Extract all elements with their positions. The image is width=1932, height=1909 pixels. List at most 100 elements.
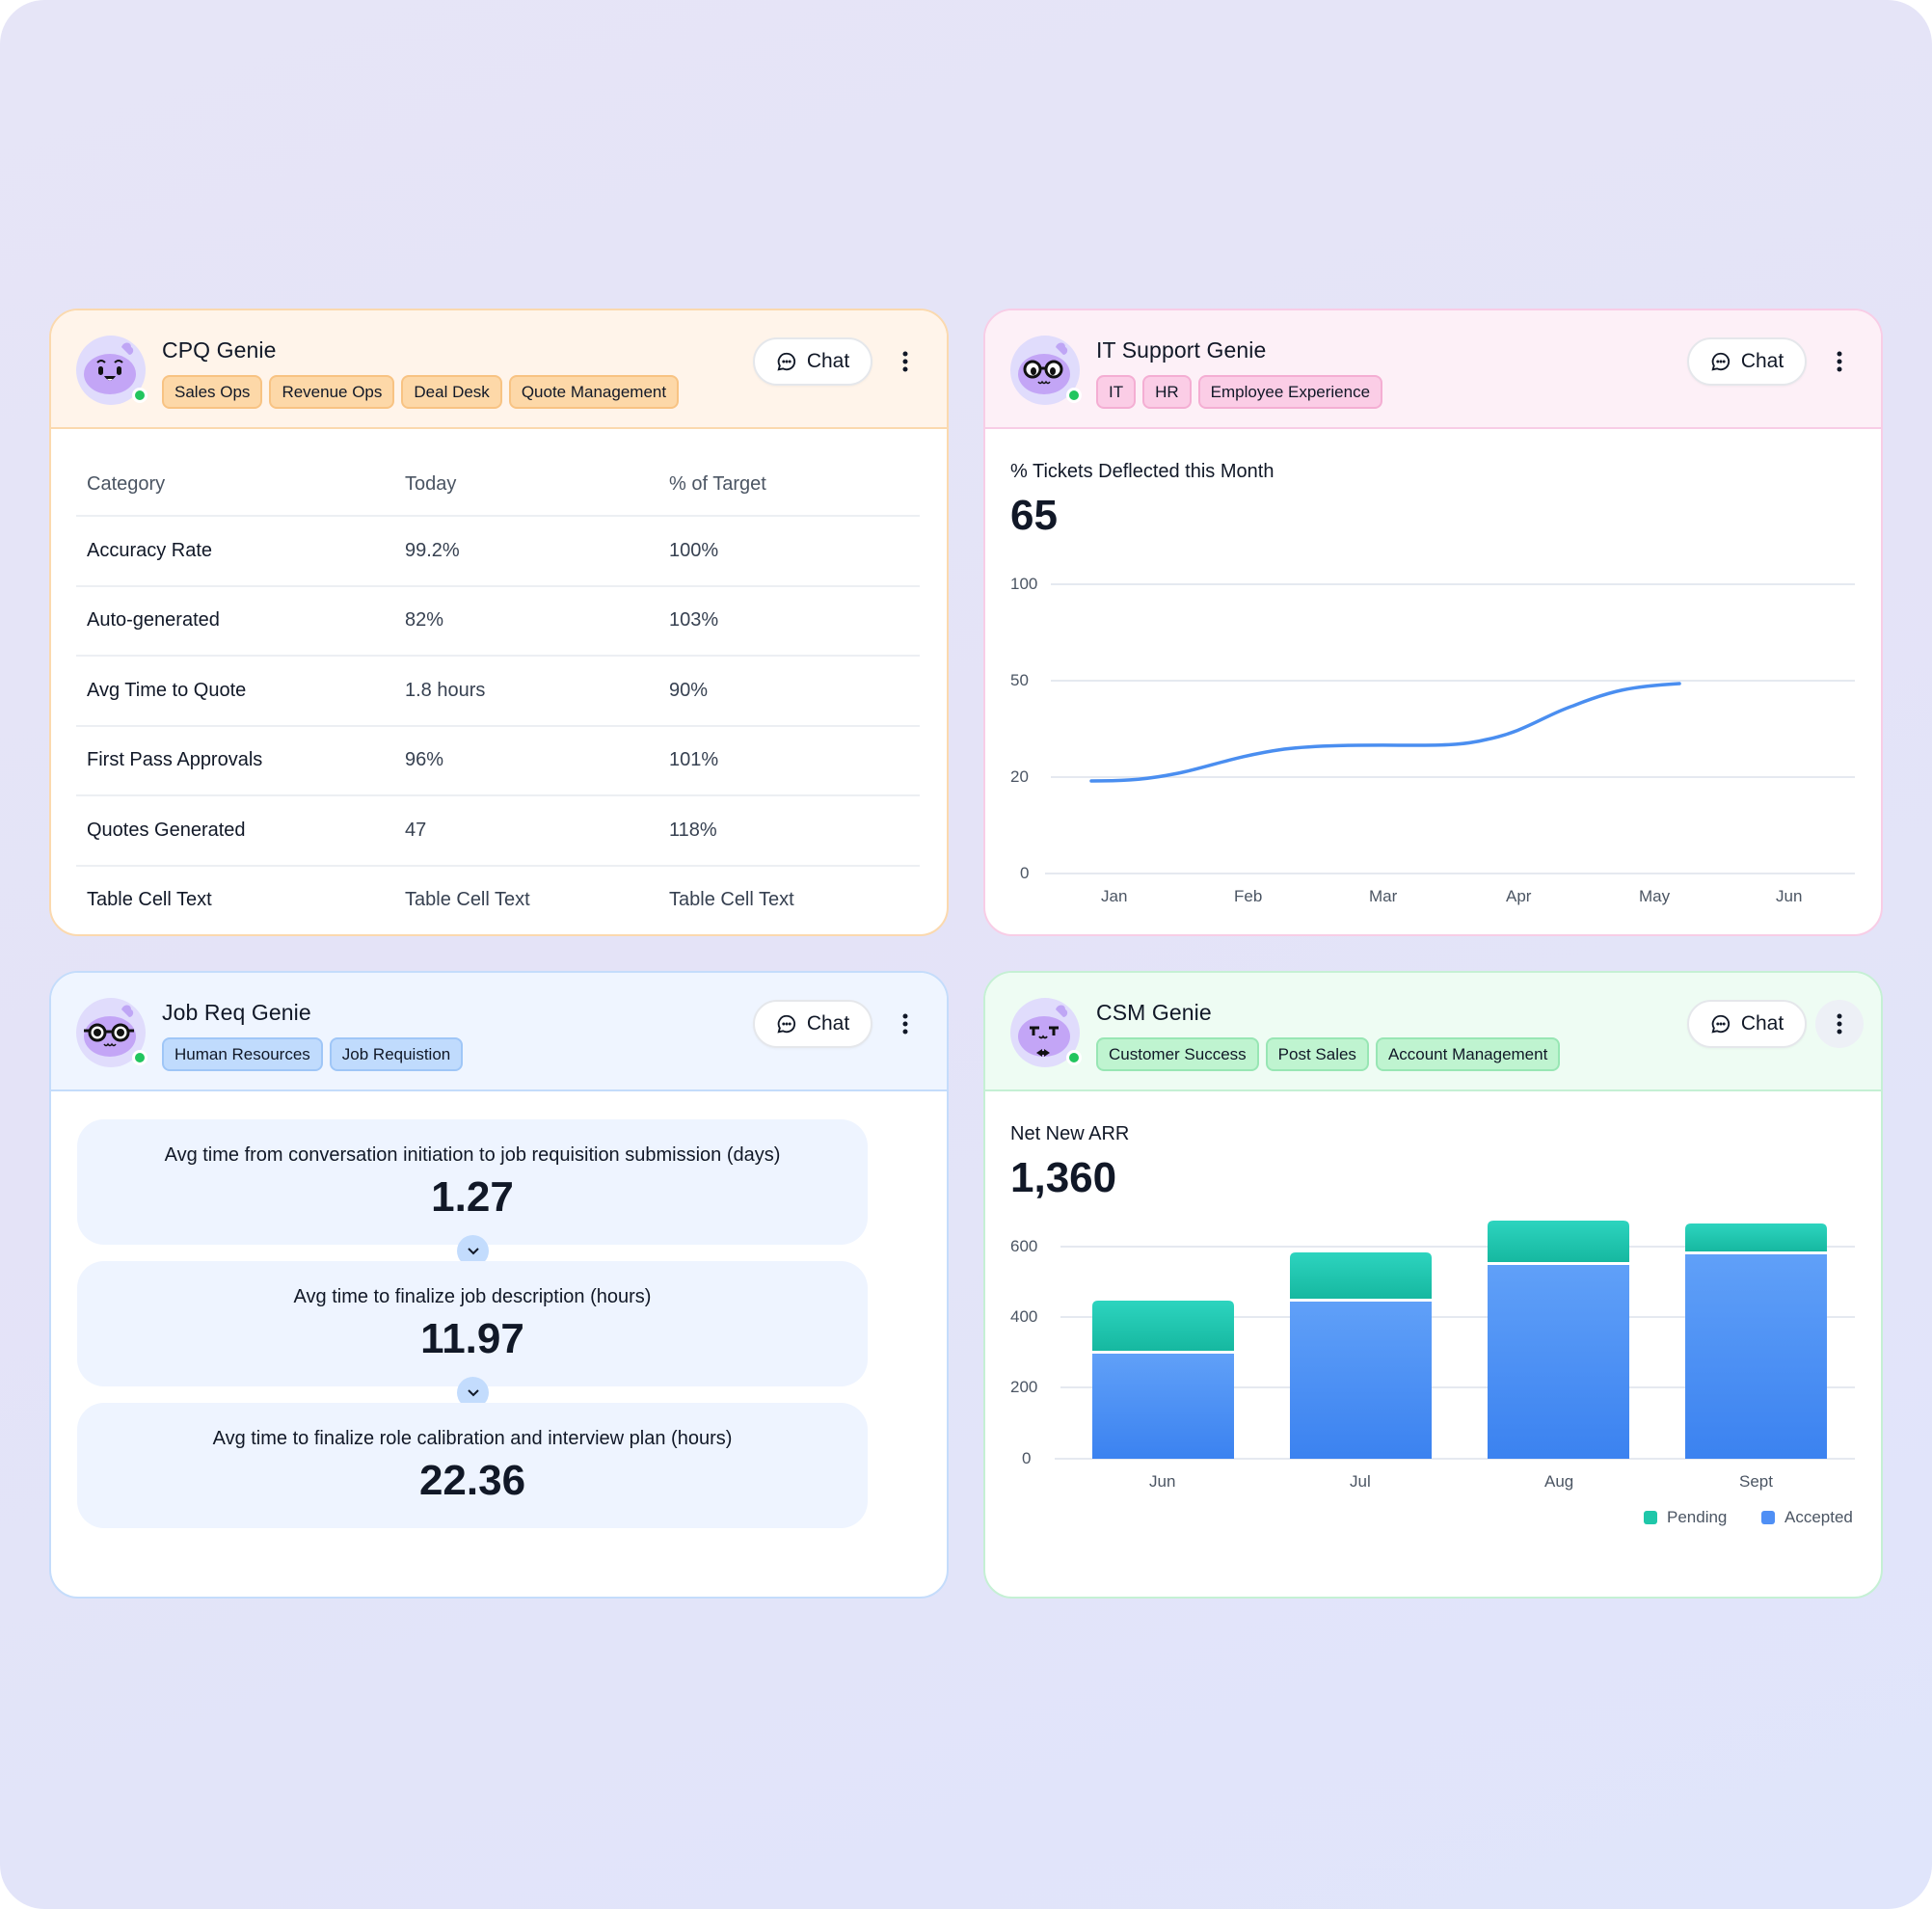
card-title: IT Support Genie bbox=[1096, 337, 1267, 363]
table-row: Quotes Generated 47 118% bbox=[76, 796, 920, 867]
x-tick: Aug bbox=[1544, 1472, 1574, 1491]
chat-bubble-icon bbox=[777, 1014, 795, 1034]
tag: Sales Ops bbox=[162, 375, 263, 409]
step-label: Avg time to finalize job description (ho… bbox=[293, 1286, 652, 1307]
table-cell: 47 bbox=[405, 819, 427, 841]
chat-button[interactable]: Chat bbox=[753, 1000, 872, 1048]
legend-label: Accepted bbox=[1784, 1508, 1853, 1526]
metric-value: 65 bbox=[1010, 492, 1058, 539]
accepted-swatch-icon bbox=[1761, 1511, 1775, 1524]
glasses-genie-avatar-icon bbox=[76, 998, 148, 1067]
card-header: CPQ Genie Sales Ops Revenue Ops Deal Des… bbox=[51, 310, 947, 429]
table-cell: 103% bbox=[669, 609, 719, 632]
tickets-deflected-line-chart: 100 50 20 0 Jan Feb Mar Apr May Jun bbox=[985, 310, 1881, 934]
table-cell: 101% bbox=[669, 749, 719, 771]
column-header: Category bbox=[87, 472, 166, 495]
table-cell: Table Cell Text bbox=[87, 889, 212, 911]
card-header: CSM Genie Customer Success Post Sales Ac… bbox=[985, 973, 1881, 1091]
x-tick: Jan bbox=[1101, 887, 1128, 905]
tag: Revenue Ops bbox=[269, 375, 395, 409]
tag: Customer Success bbox=[1096, 1037, 1259, 1071]
step-value: 1.27 bbox=[431, 1173, 514, 1221]
tag: Deal Desk bbox=[401, 375, 502, 409]
tag-list: Customer Success Post Sales Account Mana… bbox=[1096, 1037, 1561, 1071]
more-options-button[interactable] bbox=[881, 337, 929, 386]
chat-label: Chat bbox=[806, 350, 850, 372]
kebab-menu-icon bbox=[1837, 1013, 1842, 1035]
chat-label: Chat bbox=[1740, 1012, 1784, 1035]
table-cell: 118% bbox=[669, 819, 717, 841]
csm-genie-card: CSM Genie Customer Success Post Sales Ac… bbox=[983, 971, 1883, 1599]
legend-item-accepted: Accepted bbox=[1761, 1508, 1853, 1527]
y-tick: 100 bbox=[1010, 575, 1038, 593]
table-cell: Table Cell Text bbox=[669, 889, 794, 911]
online-status-dot bbox=[132, 1050, 148, 1065]
x-tick: Jul bbox=[1350, 1472, 1371, 1491]
tag-list: Human Resources Job Requistion bbox=[162, 1037, 464, 1071]
chat-bubble-icon bbox=[1711, 352, 1730, 371]
tag-list: IT HR Employee Experience bbox=[1096, 375, 1383, 409]
chat-button[interactable]: Chat bbox=[1687, 337, 1807, 386]
y-tick: 0 bbox=[1020, 864, 1030, 882]
x-tick: Feb bbox=[1234, 887, 1263, 905]
tag: HR bbox=[1142, 375, 1192, 409]
card-title: Job Req Genie bbox=[162, 1000, 311, 1025]
table-row: Auto-generated 82% 103% bbox=[76, 587, 920, 657]
table-cell: 100% bbox=[669, 539, 719, 561]
tag: IT bbox=[1096, 375, 1137, 409]
table-header-row: Category Today % of Target bbox=[76, 453, 920, 517]
metric-label: % Tickets Deflected this Month bbox=[1010, 461, 1275, 482]
legend-item-pending: Pending bbox=[1644, 1508, 1727, 1527]
table-cell: Quotes Generated bbox=[87, 819, 246, 841]
card-header: IT Support Genie IT HR Employee Experien… bbox=[985, 310, 1881, 429]
funnel-step: Avg time to finalize role calibration an… bbox=[77, 1403, 868, 1528]
more-options-button[interactable] bbox=[1815, 1000, 1864, 1048]
metric-value: 1,360 bbox=[1010, 1154, 1117, 1201]
bowtie-genie-avatar-icon bbox=[1010, 998, 1082, 1067]
table-cell: 82% bbox=[405, 609, 444, 632]
table-cell: Avg Time to Quote bbox=[87, 679, 247, 701]
more-options-button[interactable] bbox=[881, 1000, 929, 1048]
it-support-genie-card: IT Support Genie IT HR Employee Experien… bbox=[983, 309, 1883, 936]
step-value: 22.36 bbox=[418, 1457, 526, 1504]
net-new-arr-bar-chart: 600 400 200 0 Jun Jul bbox=[985, 973, 1881, 1597]
table-cell: Accuracy Rate bbox=[87, 539, 213, 561]
table-row: Avg Time to Quote 1.8 hours 90% bbox=[76, 657, 920, 727]
table-cell: 1.8 hours bbox=[405, 679, 486, 701]
y-tick: 50 bbox=[1010, 671, 1029, 689]
chat-label: Chat bbox=[806, 1012, 850, 1035]
metric-label: Net New ARR bbox=[1010, 1123, 1130, 1144]
y-tick: 20 bbox=[1010, 767, 1029, 786]
x-tick: Apr bbox=[1506, 887, 1532, 905]
glasses-genie-avatar-icon bbox=[1010, 336, 1082, 405]
more-options-button[interactable] bbox=[1815, 337, 1864, 386]
column-header: % of Target bbox=[669, 472, 766, 495]
step-label: Avg time to finalize role calibration an… bbox=[212, 1428, 733, 1449]
x-tick: Jun bbox=[1776, 887, 1803, 905]
tag: Account Management bbox=[1375, 1037, 1561, 1071]
y-tick: 600 bbox=[1010, 1237, 1038, 1255]
tag: Employee Experience bbox=[1197, 375, 1383, 409]
chat-button[interactable]: Chat bbox=[1687, 1000, 1807, 1048]
y-tick: 200 bbox=[1010, 1378, 1038, 1396]
column-header: Today bbox=[405, 472, 457, 495]
bar-chart-plot bbox=[1055, 1221, 1855, 1460]
table-cell: 99.2% bbox=[405, 539, 460, 561]
table-cell: Table Cell Text bbox=[405, 889, 530, 911]
tag: Quote Management bbox=[508, 375, 680, 409]
kebab-menu-icon bbox=[902, 1013, 908, 1035]
chat-button[interactable]: Chat bbox=[753, 337, 872, 386]
y-tick: 400 bbox=[1010, 1307, 1038, 1326]
tag: Post Sales bbox=[1265, 1037, 1369, 1071]
online-status-dot bbox=[1066, 1050, 1082, 1065]
happy-genie-avatar-icon bbox=[76, 336, 148, 405]
online-status-dot bbox=[1066, 388, 1082, 403]
step-value: 11.97 bbox=[420, 1315, 524, 1362]
table-cell: 90% bbox=[669, 679, 709, 701]
card-title: CSM Genie bbox=[1096, 1000, 1212, 1025]
table-row: First Pass Approvals 96% 101% bbox=[76, 727, 920, 796]
kebab-menu-icon bbox=[1837, 351, 1842, 372]
cpq-genie-card: CPQ Genie Sales Ops Revenue Ops Deal Des… bbox=[49, 309, 949, 936]
table-cell: 96% bbox=[405, 749, 444, 771]
